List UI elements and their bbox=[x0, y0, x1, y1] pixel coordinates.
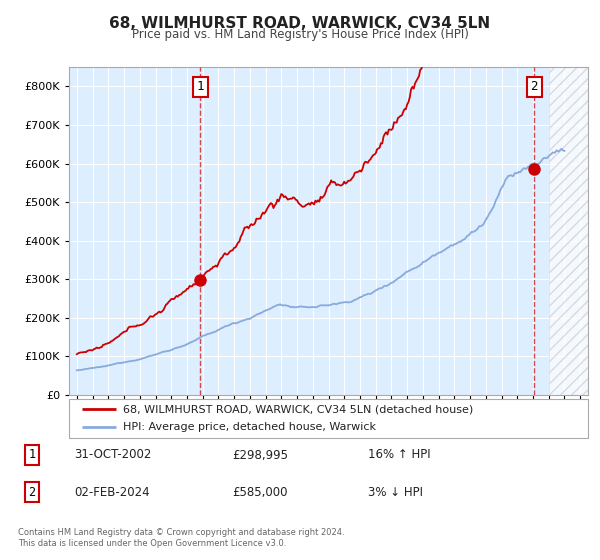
Text: 68, WILMHURST ROAD, WARWICK, CV34 5LN (detached house): 68, WILMHURST ROAD, WARWICK, CV34 5LN (d… bbox=[124, 404, 474, 414]
Polygon shape bbox=[548, 67, 588, 395]
Text: 1: 1 bbox=[29, 449, 35, 461]
Text: HPI: Average price, detached house, Warwick: HPI: Average price, detached house, Warw… bbox=[124, 422, 376, 432]
Text: Contains HM Land Registry data © Crown copyright and database right 2024.: Contains HM Land Registry data © Crown c… bbox=[18, 528, 344, 536]
Text: This data is licensed under the Open Government Licence v3.0.: This data is licensed under the Open Gov… bbox=[18, 539, 286, 548]
Text: 3% ↓ HPI: 3% ↓ HPI bbox=[368, 486, 422, 498]
Text: 68, WILMHURST ROAD, WARWICK, CV34 5LN: 68, WILMHURST ROAD, WARWICK, CV34 5LN bbox=[109, 16, 491, 31]
Text: 1: 1 bbox=[196, 80, 204, 94]
Text: 16% ↑ HPI: 16% ↑ HPI bbox=[368, 449, 430, 461]
Text: £298,995: £298,995 bbox=[232, 449, 289, 461]
Text: 31-OCT-2002: 31-OCT-2002 bbox=[74, 449, 152, 461]
Text: £585,000: £585,000 bbox=[232, 486, 288, 498]
Text: 2: 2 bbox=[530, 80, 538, 94]
Text: 02-FEB-2024: 02-FEB-2024 bbox=[74, 486, 150, 498]
Text: Price paid vs. HM Land Registry's House Price Index (HPI): Price paid vs. HM Land Registry's House … bbox=[131, 28, 469, 41]
Text: 2: 2 bbox=[29, 486, 35, 498]
